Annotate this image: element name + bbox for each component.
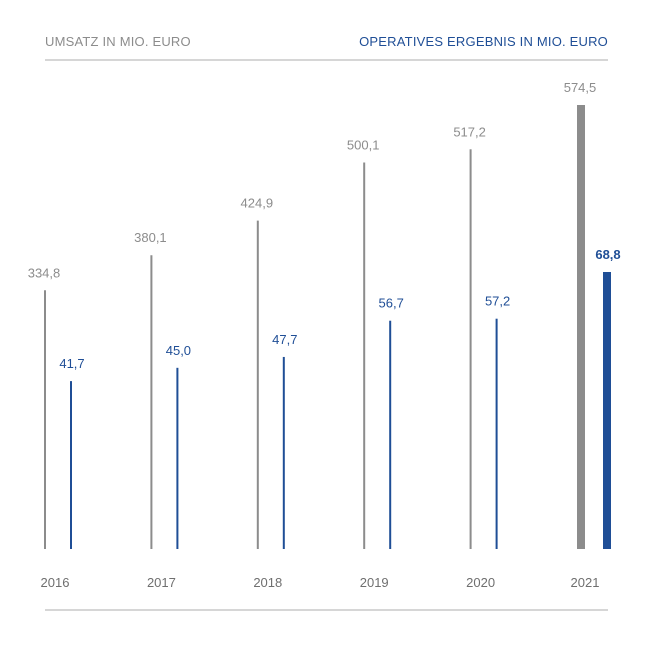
year-label-2020: 2020 — [466, 575, 495, 590]
ergebnis-bar-2021 — [603, 272, 611, 549]
umsatz-label-2021: 574,5 — [564, 80, 597, 95]
year-label-2021: 2021 — [571, 575, 600, 590]
ergebnis-bar-2016 — [70, 381, 72, 549]
umsatz-label-2019: 500,1 — [347, 137, 380, 152]
ergebnis-label-2021: 68,8 — [595, 247, 620, 262]
umsatz-bar-2020 — [469, 149, 472, 550]
legend-umsatz: UMSATZ IN MIO. EURO — [45, 34, 191, 49]
umsatz-bar-2016 — [44, 290, 46, 549]
ergebnis-label-2016: 41,7 — [59, 356, 84, 371]
ergebnis-bar-2019 — [389, 320, 392, 549]
year-label-2017: 2017 — [147, 575, 176, 590]
year-label-2019: 2019 — [360, 575, 389, 590]
ergebnis-label-2020: 57,2 — [485, 294, 510, 309]
umsatz-label-2020: 517,2 — [453, 124, 486, 139]
umsatz-label-2016: 334,8 — [28, 265, 61, 280]
umsatz-bar-2018 — [256, 220, 259, 550]
ergebnis-bar-2020 — [495, 318, 498, 549]
top-divider — [45, 59, 608, 61]
legend-operatives-ergebnis: OPERATIVES ERGEBNIS IN MIO. EURO — [359, 34, 608, 49]
ergebnis-bar-2018 — [282, 356, 285, 549]
umsatz-bar-2021 — [577, 105, 585, 549]
ergebnis-bar-2017 — [176, 367, 179, 549]
umsatz-bar-2017 — [150, 255, 153, 549]
umsatz-label-2017: 380,1 — [134, 230, 167, 245]
year-label-2016: 2016 — [41, 575, 70, 590]
year-label-2018: 2018 — [253, 575, 282, 590]
ergebnis-label-2017: 45,0 — [166, 343, 191, 358]
ergebnis-label-2018: 47,7 — [272, 332, 297, 347]
ergebnis-label-2019: 56,7 — [379, 296, 404, 311]
bottom-divider — [45, 609, 608, 611]
umsatz-label-2018: 424,9 — [241, 196, 274, 211]
chart-marks: 334,8 41,7 2016 380,1 45,0 2017 424,9 47,7 2018 5… — [28, 80, 621, 590]
umsatz-bar-2019 — [363, 162, 366, 549]
